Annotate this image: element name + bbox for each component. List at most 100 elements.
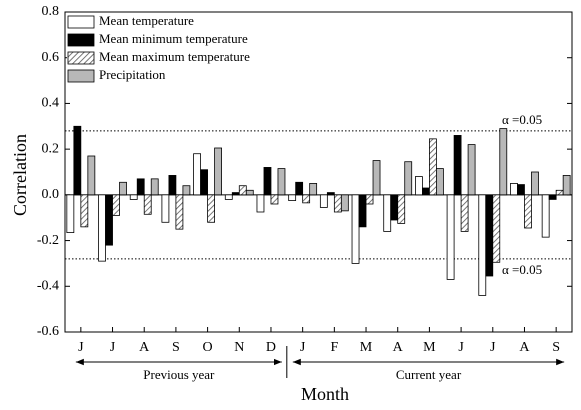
bar: [499, 128, 508, 196]
bar: [136, 178, 145, 196]
x-tick-label: A: [519, 340, 530, 355]
x-tick-label: J: [110, 340, 116, 355]
y-tick-label: 0.0: [42, 187, 60, 202]
bar: [326, 192, 335, 196]
y-tick-label: -0.2: [37, 233, 59, 248]
bar: [214, 147, 222, 196]
bar: [422, 187, 430, 196]
x-tick-label: J: [490, 340, 496, 355]
bar: [453, 135, 462, 196]
bar: [397, 194, 406, 224]
legend-label: Precipitation: [99, 67, 166, 82]
bar: [524, 194, 532, 229]
x-tick-label: A: [139, 340, 150, 355]
bar: [263, 167, 272, 196]
bar: [446, 194, 455, 280]
bar: [365, 194, 374, 205]
bar: [340, 194, 349, 212]
bar: [555, 189, 564, 196]
bar: [288, 194, 297, 201]
bar: [200, 169, 208, 196]
bar: [485, 194, 494, 277]
plot-frame: [64, 11, 573, 333]
bar: [390, 194, 399, 221]
legend-swatch: [67, 15, 95, 29]
bar: [270, 194, 279, 205]
x-tick-label: S: [172, 340, 180, 355]
bar: [73, 125, 82, 196]
bar: [87, 155, 96, 196]
bar: [492, 194, 501, 263]
bar: [119, 181, 127, 196]
group-label: Previous year: [143, 367, 215, 382]
bar: [207, 194, 215, 223]
bar: [231, 192, 240, 196]
x-tick-label: M: [423, 340, 436, 355]
y-tick-label: 0.4: [42, 96, 60, 111]
bar: [333, 194, 342, 213]
bar: [295, 181, 304, 196]
legend-label: Mean minimum temperature: [99, 31, 248, 46]
bar: [415, 176, 423, 196]
bar: [429, 138, 437, 196]
bar: [383, 194, 392, 232]
bar: [319, 194, 328, 208]
bar: [168, 175, 177, 196]
bar: [66, 194, 75, 233]
bar: [351, 194, 360, 264]
y-tick-label: 0.6: [42, 50, 60, 65]
legend-swatch: [67, 33, 95, 47]
bar: [302, 194, 311, 204]
y-tick-label: 0.2: [42, 141, 60, 156]
bar: [277, 168, 286, 196]
y-tick-label: 0.8: [42, 4, 60, 19]
legend-frame: [67, 13, 267, 85]
x-tick-label: F: [330, 340, 338, 355]
x-axis-label: Month: [301, 384, 349, 404]
bar: [105, 194, 113, 246]
x-tick-label: J: [458, 340, 464, 355]
bar: [98, 194, 106, 262]
bar: [478, 194, 487, 296]
bar: [129, 194, 138, 200]
y-axis-label: Correlation: [10, 134, 30, 216]
bar: [541, 194, 550, 238]
bar: [548, 194, 557, 200]
x-tick-label: O: [203, 340, 213, 355]
bar: [112, 194, 120, 216]
legend-swatch: [67, 69, 95, 83]
bar: [175, 194, 184, 230]
y-tick-label: -0.4: [37, 279, 59, 294]
bar: [460, 194, 469, 232]
x-tick-label: D: [266, 340, 276, 355]
reference-label: α =0.05: [502, 112, 542, 127]
bar: [510, 183, 518, 196]
bar: [193, 153, 201, 196]
bar: [238, 185, 247, 196]
bar: [517, 184, 525, 196]
legend-label: Mean maximum temperature: [99, 49, 250, 64]
x-tick-label: M: [360, 340, 373, 355]
bar: [143, 194, 152, 215]
bar: [309, 183, 318, 196]
bar: [245, 189, 254, 196]
bar: [467, 144, 476, 196]
bar: [150, 178, 159, 196]
bar: [182, 185, 191, 196]
bar: [562, 175, 571, 196]
bar: [372, 160, 381, 196]
bar: [531, 171, 539, 196]
legend-label: Mean temperature: [99, 13, 194, 28]
group-label: Current year: [396, 367, 462, 382]
x-tick-label: S: [552, 340, 560, 355]
x-tick-label: J: [300, 340, 306, 355]
bar: [358, 194, 367, 228]
legend-swatch: [67, 51, 95, 65]
bar: [404, 161, 413, 196]
reference-label: α =0.05: [502, 262, 542, 277]
bar: [161, 194, 170, 223]
x-tick-label: A: [393, 340, 404, 355]
bar: [224, 194, 233, 200]
x-tick-label: J: [78, 340, 84, 355]
